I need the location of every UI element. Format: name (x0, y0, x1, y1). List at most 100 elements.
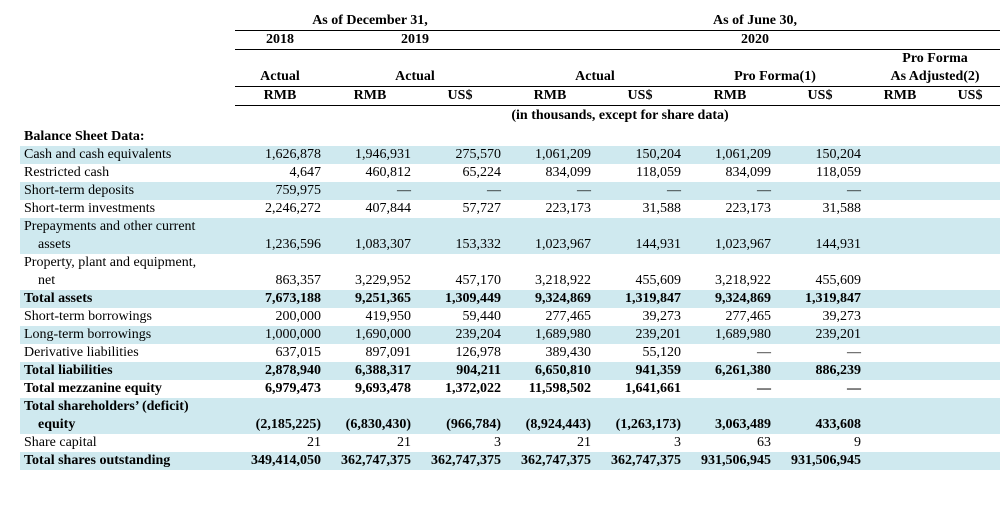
balance-sheet-table: As of December 31, As of June 30, 2018 2… (20, 12, 1000, 470)
cell: 1,061,209 (505, 146, 595, 164)
cell (865, 308, 935, 326)
row-label: Short-term investments (20, 200, 235, 218)
cell: 223,173 (505, 200, 595, 218)
row-label: Total liabilities (20, 362, 235, 380)
hdr-2020: 2020 (505, 31, 1000, 50)
cell (935, 416, 1000, 434)
cell: 1,689,980 (505, 326, 595, 344)
cell (865, 146, 935, 164)
row-label: Short-term deposits (20, 182, 235, 200)
cell: 277,465 (685, 308, 775, 326)
hdr-uss: US$ (595, 87, 685, 106)
cell: 118,059 (595, 164, 685, 182)
cell: 9,324,869 (505, 290, 595, 308)
cell: 118,059 (775, 164, 865, 182)
table-row: Total assets7,673,1889,251,3651,309,4499… (20, 290, 1000, 308)
cell: 153,332 (415, 236, 505, 254)
cell: 362,747,375 (415, 452, 505, 470)
table-row: assets1,236,5961,083,307153,3321,023,967… (20, 236, 1000, 254)
cell: — (685, 380, 775, 398)
hdr-rmb: RMB (505, 87, 595, 106)
hdr-actual-2018: Actual (235, 68, 325, 87)
cell (935, 200, 1000, 218)
cell: 3,218,922 (505, 272, 595, 290)
cell: 2,246,272 (235, 200, 325, 218)
table-row: Total liabilities2,878,9406,388,317904,2… (20, 362, 1000, 380)
cell: 6,979,473 (235, 380, 325, 398)
hdr-proforma-adj-l1: Pro Forma (865, 50, 1000, 69)
cell: 39,273 (595, 308, 685, 326)
cell: 419,950 (325, 308, 415, 326)
cell: 904,211 (415, 362, 505, 380)
cell: — (415, 182, 505, 200)
hdr-subnote: (in thousands, except for share data) (235, 106, 1000, 129)
table-row: Restricted cash4,647460,81265,224834,099… (20, 164, 1000, 182)
cell: — (775, 344, 865, 362)
row-label: Prepayments and other current (20, 218, 235, 236)
cell: 6,261,380 (685, 362, 775, 380)
cell: 21 (325, 434, 415, 452)
cell: 1,236,596 (235, 236, 325, 254)
cell: 362,747,375 (595, 452, 685, 470)
cell: 389,430 (505, 344, 595, 362)
cell (935, 236, 1000, 254)
cell: — (595, 182, 685, 200)
cell: 239,201 (595, 326, 685, 344)
hdr-rmb: RMB (865, 87, 935, 106)
cell: 407,844 (325, 200, 415, 218)
cell: 11,598,502 (505, 380, 595, 398)
cell: 1,083,307 (325, 236, 415, 254)
cell: (8,924,443) (505, 416, 595, 434)
cell: 834,099 (685, 164, 775, 182)
cell: 759,975 (235, 182, 325, 200)
table-row: Cash and cash equivalents1,626,8781,946,… (20, 146, 1000, 164)
cell: 362,747,375 (505, 452, 595, 470)
row-label: Cash and cash equivalents (20, 146, 235, 164)
table-row: Total shareholders’ (deficit) (20, 398, 1000, 416)
cell (935, 380, 1000, 398)
table-row: Total mezzanine equity6,979,4739,693,478… (20, 380, 1000, 398)
cell: 59,440 (415, 308, 505, 326)
hdr-rmb: RMB (685, 87, 775, 106)
cell (865, 182, 935, 200)
cell: 1,946,931 (325, 146, 415, 164)
cell: 4,647 (235, 164, 325, 182)
cell: 1,641,661 (595, 380, 685, 398)
row-label: net (20, 272, 235, 290)
cell (865, 452, 935, 470)
cell (865, 380, 935, 398)
hdr-2019: 2019 (325, 31, 505, 50)
hdr-uss: US$ (935, 87, 1000, 106)
cell: 1,319,847 (595, 290, 685, 308)
row-label: Derivative liabilities (20, 344, 235, 362)
cell: 126,978 (415, 344, 505, 362)
cell: 9,693,478 (325, 380, 415, 398)
row-label: Restricted cash (20, 164, 235, 182)
table-row: Short-term borrowings200,000419,95059,44… (20, 308, 1000, 326)
row-label: Total assets (20, 290, 235, 308)
cell: 31,588 (775, 200, 865, 218)
row-label: Total mezzanine equity (20, 380, 235, 398)
cell: 1,626,878 (235, 146, 325, 164)
cell (935, 182, 1000, 200)
row-label: Short-term borrowings (20, 308, 235, 326)
cell (935, 164, 1000, 182)
cell: 223,173 (685, 200, 775, 218)
cell (865, 416, 935, 434)
cell: 9 (775, 434, 865, 452)
row-label: assets (20, 236, 235, 254)
cell: 1,372,022 (415, 380, 505, 398)
cell (865, 290, 935, 308)
cell: 349,414,050 (235, 452, 325, 470)
cell: 1,309,449 (415, 290, 505, 308)
table-row: Long-term borrowings1,000,0001,690,00023… (20, 326, 1000, 344)
cell (935, 326, 1000, 344)
cell: 460,812 (325, 164, 415, 182)
table-row: Total shares outstanding349,414,050362,7… (20, 452, 1000, 470)
cell: 239,201 (775, 326, 865, 344)
cell (865, 344, 935, 362)
cell: 834,099 (505, 164, 595, 182)
cell: 1,061,209 (685, 146, 775, 164)
hdr-rmb: RMB (325, 87, 415, 106)
cell: 931,506,945 (685, 452, 775, 470)
